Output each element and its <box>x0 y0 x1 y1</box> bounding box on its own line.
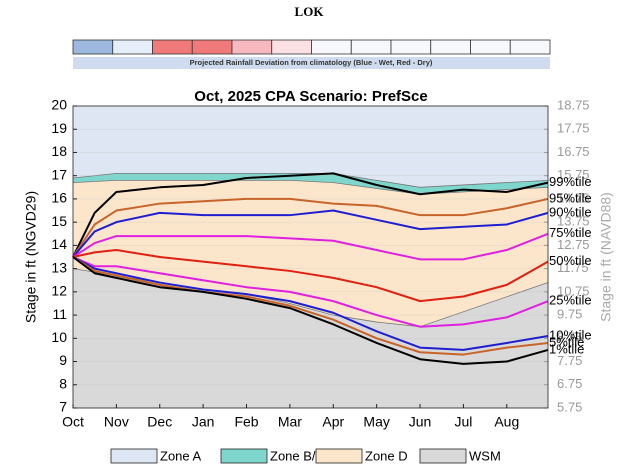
y2-tick-label: 9.75 <box>557 307 582 322</box>
percentile-line <box>72 249 549 303</box>
y-tick-label: 13 <box>51 259 67 275</box>
y2-tick-label: 11.75 <box>557 260 589 275</box>
rainfall-cell <box>152 39 193 55</box>
y-tick-label: 17 <box>51 166 67 182</box>
series-label: 75%tile <box>549 225 592 240</box>
y-axis-label: Stage in ft (NGVD29) <box>23 191 39 323</box>
series-label: 99%tile <box>549 174 592 189</box>
y2-tick-label: 17.75 <box>557 121 590 136</box>
legend-swatch <box>220 448 268 464</box>
series-label: 5%tile <box>549 334 584 349</box>
x-tick-label: Apr <box>322 414 344 430</box>
percentile-line <box>72 256 549 365</box>
rainfall-cell <box>470 39 511 55</box>
x-tick-label: May <box>363 414 389 430</box>
series-label: 50%tile <box>549 253 592 268</box>
y-tick-label: 9 <box>59 352 67 368</box>
chart-title: Oct, 2025 CPA Scenario: PrefSce <box>194 88 427 105</box>
y2-tick-label: 12.75 <box>557 237 590 252</box>
y2-tick-label: 5.75 <box>557 399 582 414</box>
rainfall-cell <box>350 39 392 55</box>
rainfall-cell <box>509 39 551 55</box>
y2-tick-label: 18.75 <box>557 97 590 112</box>
rainfall-cell <box>390 39 432 55</box>
zone-area <box>73 173 548 195</box>
legend-label: Zone A <box>160 448 202 463</box>
rainfall-cell <box>191 39 233 55</box>
y-tick-label: 10 <box>51 329 67 345</box>
x-tick-label: Jan <box>192 414 215 430</box>
y-tick-label: 7 <box>59 399 67 415</box>
x-tick-label: Aug <box>494 414 519 430</box>
legend-label: Zone D <box>365 448 408 463</box>
y2-tick-label: 16.75 <box>557 144 590 159</box>
rainfall-cell <box>271 39 312 55</box>
y2-tick-label: 6.75 <box>557 376 582 391</box>
y-tick-label: 18 <box>51 143 67 159</box>
y-tick-label: 19 <box>51 120 67 136</box>
x-tick-label: Dec <box>147 414 172 430</box>
legend-swatch <box>110 448 158 464</box>
legend-swatch <box>315 448 363 464</box>
y2-axis-label: Stage in ft (NAVD88) <box>598 192 614 322</box>
rainfall-cell <box>112 39 153 55</box>
rainfall-cell <box>231 39 273 55</box>
y2-tick-label: 14.75 <box>557 190 590 205</box>
rainfall-cell <box>430 39 471 55</box>
zone-boundary <box>72 268 549 328</box>
x-tick-label: Jun <box>409 414 432 430</box>
series-label: 1%tile <box>549 341 584 356</box>
percentile-line <box>72 172 549 258</box>
zone-area <box>73 106 548 188</box>
y2-tick-label: 15.75 <box>557 167 590 182</box>
y2-tick-label: 10.75 <box>557 283 590 298</box>
y-tick-label: 12 <box>51 283 67 299</box>
x-tick-label: Nov <box>104 414 129 430</box>
percentile-line <box>72 197 549 258</box>
page-header: LOK <box>295 4 325 19</box>
rainfall-cell <box>311 39 352 55</box>
y2-tick-label: 7.75 <box>557 353 582 368</box>
legend-label: Zone B/C <box>270 448 325 463</box>
legend-label: WSM <box>469 448 501 463</box>
y-tick-label: 8 <box>59 375 67 391</box>
y2-tick-label: 8.75 <box>557 330 582 345</box>
rainfall-caption: Projected Rainfall Deviation from climat… <box>190 58 433 67</box>
x-tick-label: Feb <box>234 414 258 430</box>
legend-swatch <box>419 448 467 464</box>
x-tick-label: Jul <box>454 414 472 430</box>
series-label: 10%tile <box>549 327 592 342</box>
zone-boundary <box>72 172 549 188</box>
y-tick-label: 15 <box>51 213 67 229</box>
x-tick-label: Oct <box>62 414 84 430</box>
plot-frame <box>72 105 549 409</box>
percentile-line <box>72 232 549 261</box>
percentile-line <box>72 209 549 258</box>
percentile-line <box>72 256 549 351</box>
x-tick-label: Mar <box>278 414 302 430</box>
caption-band <box>73 57 550 69</box>
rainfall-cell <box>72 39 114 55</box>
percentile-line <box>72 256 549 356</box>
y-tick-label: 14 <box>51 236 67 252</box>
series-label: 90%tile <box>549 204 592 219</box>
y-tick-label: 20 <box>51 97 67 113</box>
zone-boundary <box>72 179 549 195</box>
series-label: 95%tile <box>549 190 592 205</box>
percentile-line <box>72 256 549 328</box>
y2-tick-label: 13.75 <box>557 214 590 229</box>
series-label: 25%tile <box>549 293 592 308</box>
y-tick-label: 11 <box>52 306 67 322</box>
zone-area <box>73 180 548 327</box>
y-tick-label: 16 <box>51 190 67 206</box>
